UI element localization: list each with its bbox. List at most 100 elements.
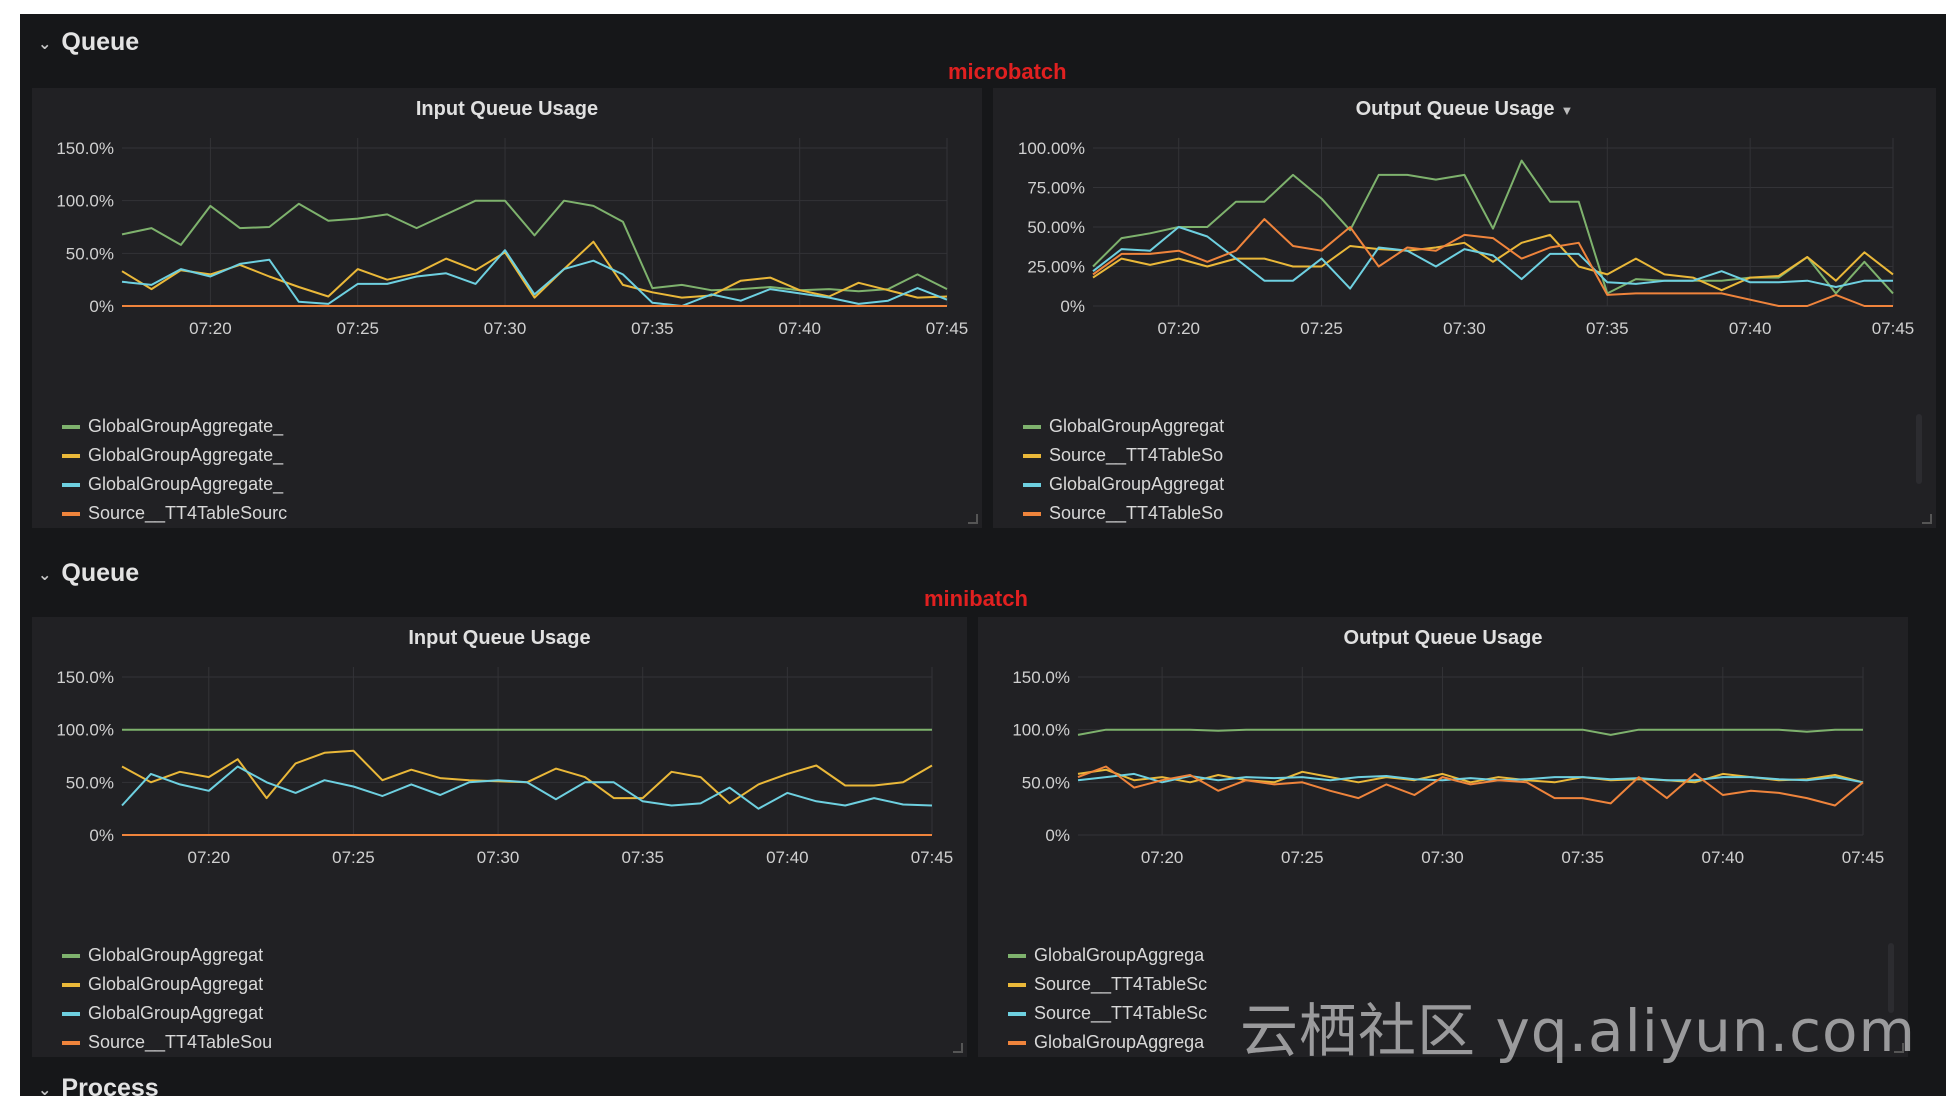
legend-item[interactable]: Source__TT4TableSourc	[62, 499, 287, 528]
x-tick-label: 07:45	[926, 319, 969, 338]
legend-item[interactable]: Source__TT4TableSo	[1023, 441, 1224, 470]
panel-title[interactable]: Output Queue Usage	[1343, 627, 1543, 649]
legend-label: GlobalGroupAggregat	[1049, 416, 1225, 436]
y-tick-label: 0%	[1045, 826, 1070, 845]
legend-swatch	[62, 424, 80, 429]
legend-item[interactable]: GlobalGroupAggrega	[1008, 941, 1207, 970]
y-tick-label: 150.0%	[56, 139, 114, 158]
series-line	[121, 240, 948, 299]
legend-label: GlobalGroupAggrega	[1034, 945, 1205, 965]
y-tick-label: 0%	[89, 826, 114, 845]
x-tick-label: 07:40	[1729, 319, 1772, 338]
x-tick-label: 07:30	[477, 848, 520, 867]
legend-swatch	[62, 482, 80, 487]
x-tick-label: 07:35	[1586, 319, 1629, 338]
watermark: 云栖社区 yq.aliyun.com	[1240, 997, 1916, 1065]
y-tick-label: 50.0%	[66, 773, 114, 792]
row-header-queue-1[interactable]: ⌄ Queue	[38, 28, 139, 57]
panel-input-queue-usage: Input Queue Usage 0% 50.0% 100.0% 150.0% 07:…	[32, 88, 982, 528]
row-header-process[interactable]: ⌄ Process	[38, 1074, 159, 1096]
legend-item[interactable]: Source__TT4TableSo	[1023, 499, 1224, 528]
panel-input-queue-usage: Input Queue Usage 0% 50.0% 100.0% 150.0% 07:…	[32, 617, 967, 1057]
legend-scrollbar[interactable]	[1888, 943, 1894, 1013]
line-chart: 0% 50.0% 100.0% 150.0% 07:20 07:25 07:30 07:35 0…	[56, 667, 954, 867]
resize-handle[interactable]	[968, 514, 978, 524]
chevron-down-icon[interactable]: ⌄	[38, 35, 52, 53]
panel-output-queue-usage: Output Queue Usage 0% 50.0% 100.0% 150.0% 07…	[978, 617, 1908, 1057]
legend-item[interactable]: GlobalGroupAggregate_	[62, 470, 287, 499]
x-tick-label: 07:25	[1300, 319, 1343, 338]
series-line	[1077, 728, 1863, 736]
legend-label: GlobalGroupAggregate_	[88, 416, 284, 436]
legend-label: Source__TT4TableSc	[1034, 974, 1208, 994]
x-tick-label: 07:35	[1561, 848, 1604, 867]
line-chart: 0% 25.00% 50.00% 75.00% 100.00% 07:20 07:25 07:…	[1018, 138, 1915, 338]
y-tick-label: 150.0%	[1012, 668, 1070, 687]
dashboard: ⌄ Queue microbatch Input Queue Usage 0% 5…	[20, 14, 1946, 1096]
x-tick-label: 07:45	[1872, 319, 1915, 338]
chart-legend: GlobalGroupAggregat GlobalGroupAggregat Gl…	[62, 941, 272, 1057]
x-tick-label: 07:40	[766, 848, 809, 867]
legend-label: Source__TT4TableSou	[88, 1032, 273, 1052]
x-tick-label: 07:30	[1443, 319, 1486, 338]
legend-item[interactable]: GlobalGroupAggregat	[62, 941, 272, 970]
series-line	[1092, 218, 1893, 307]
legend-item[interactable]: Source__TT4TableSou	[62, 1028, 272, 1057]
annotation-microbatch: microbatch	[948, 59, 1067, 84]
chart-legend: GlobalGroupAggregat Source__TT4TableSo Glo…	[1023, 412, 1224, 528]
y-tick-label: 0%	[89, 297, 114, 316]
caret-down-icon[interactable]: ▼	[1560, 103, 1574, 118]
x-tick-label: 07:30	[1421, 848, 1464, 867]
legend-label: Source__TT4TableSo	[1049, 445, 1224, 465]
legend-label: GlobalGroupAggregat	[1049, 474, 1225, 494]
y-tick-label: 25.00%	[1027, 258, 1085, 277]
y-tick-label: 100.0%	[56, 721, 114, 740]
x-tick-label: 07:40	[778, 319, 821, 338]
y-tick-label: 75.00%	[1027, 179, 1085, 198]
series-line	[121, 199, 948, 293]
x-tick-label: 07:45	[911, 848, 954, 867]
y-tick-label: 150.0%	[56, 668, 114, 687]
legend-item[interactable]: Source__TT4TableSc	[1008, 970, 1207, 999]
legend-item[interactable]: GlobalGroupAggregat	[62, 970, 272, 999]
legend-item[interactable]: GlobalGroupAggregat	[62, 999, 272, 1028]
legend-swatch	[62, 1011, 80, 1016]
row-title: Queue	[61, 559, 140, 587]
legend-scrollbar[interactable]	[1916, 414, 1922, 484]
x-tick-label: 07:25	[1281, 848, 1324, 867]
legend-item[interactable]: GlobalGroupAggregate_	[62, 441, 287, 470]
series-line	[1077, 768, 1864, 784]
legend-item[interactable]: GlobalGroupAggregat	[1023, 470, 1224, 499]
legend-label: Source__TT4TableSo	[1049, 503, 1224, 523]
resize-handle[interactable]	[1922, 514, 1932, 524]
legend-swatch	[1023, 482, 1041, 487]
resize-handle[interactable]	[1894, 1043, 1904, 1053]
legend-item[interactable]: GlobalGroupAggregate_	[62, 412, 287, 441]
series-line	[1092, 233, 1894, 292]
panel-title[interactable]: Input Queue Usage	[415, 98, 599, 120]
chevron-down-icon[interactable]: ⌄	[38, 1081, 52, 1097]
legend-item[interactable]: GlobalGroupAggregat	[1023, 412, 1224, 441]
legend-item[interactable]: Source__TT4TableSc	[1008, 999, 1207, 1028]
legend-label: GlobalGroupAggregat	[88, 1003, 264, 1023]
legend-swatch	[62, 453, 80, 458]
x-tick-label: 07:45	[1842, 848, 1885, 867]
row-title: Process	[61, 1074, 159, 1096]
x-tick-label: 07:25	[336, 319, 379, 338]
legend-label: GlobalGroupAggregate_	[88, 445, 284, 465]
resize-handle[interactable]	[953, 1043, 963, 1053]
line-chart: 0% 50.0% 100.0% 150.0% 07:20 07:25 07:30 07:35 0…	[1012, 667, 1885, 867]
legend-swatch	[1008, 982, 1026, 987]
chart-legend: GlobalGroupAggrega Source__TT4TableSc Sour…	[1008, 941, 1207, 1057]
x-tick-label: 07:35	[621, 848, 664, 867]
legend-label: Source__TT4TableSourc	[88, 503, 288, 523]
row-header-queue-2[interactable]: ⌄ Queue	[38, 559, 139, 588]
legend-swatch	[1023, 453, 1041, 458]
panel-title[interactable]: Output Queue Usage ▼	[1355, 98, 1574, 120]
chevron-down-icon[interactable]: ⌄	[38, 566, 52, 584]
x-tick-label: 07:25	[332, 848, 375, 867]
panel-title[interactable]: Input Queue Usage	[408, 627, 591, 649]
legend-label: Source__TT4TableSc	[1034, 1003, 1208, 1023]
series-line	[121, 765, 933, 810]
legend-item[interactable]: GlobalGroupAggrega	[1008, 1028, 1207, 1057]
